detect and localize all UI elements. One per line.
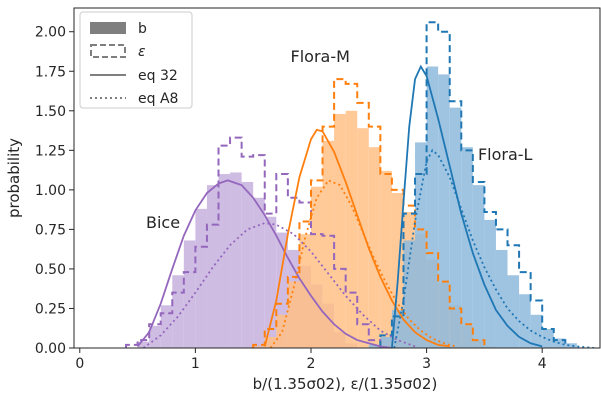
b-hist-bar bbox=[218, 174, 231, 348]
eq32-curve-2 bbox=[391, 64, 543, 348]
x-tick-label: 1 bbox=[191, 356, 200, 372]
b-hist-bar bbox=[172, 275, 184, 348]
b-hist-bar bbox=[206, 185, 219, 348]
b-hist-bar bbox=[565, 343, 577, 348]
eq32-curve-0 bbox=[136, 179, 393, 348]
y-tick-label: 1.75 bbox=[35, 64, 66, 80]
eps-step-histogram-1 bbox=[252, 78, 486, 348]
b-hist-bar bbox=[264, 216, 277, 348]
b-hist-bar bbox=[542, 329, 554, 348]
y-tick-label: 0.25 bbox=[35, 301, 66, 317]
eqA8-curve-2 bbox=[393, 148, 595, 348]
b-hist-bar bbox=[519, 294, 531, 348]
legend-swatch-eps bbox=[90, 44, 126, 58]
eq32-curve-1 bbox=[263, 128, 450, 348]
eps-step-histogram-2 bbox=[379, 21, 567, 348]
b-hist-bar bbox=[484, 219, 496, 348]
b-hist-bar bbox=[403, 240, 416, 348]
b-hist-bar bbox=[230, 172, 242, 348]
b-hist-bar bbox=[438, 74, 450, 348]
x-axis: 0 1 2 3 4 bbox=[75, 348, 547, 372]
x-tick-label: 3 bbox=[422, 356, 431, 372]
legend-label: eq 32 bbox=[138, 68, 178, 84]
b-hist-bar bbox=[195, 208, 207, 348]
b-hist-bar bbox=[345, 110, 358, 348]
legend-box bbox=[79, 11, 193, 109]
b-hist-bar bbox=[368, 147, 381, 348]
legend-label: ε bbox=[138, 44, 146, 60]
b-hist-bar bbox=[334, 113, 346, 348]
eps-step-histogram-0 bbox=[125, 136, 382, 348]
b-hist-bar bbox=[149, 325, 161, 348]
b-hist-bar bbox=[368, 344, 381, 348]
y-tick-label: 0.75 bbox=[35, 222, 66, 238]
b-hist-bar bbox=[253, 346, 265, 348]
axes-frame bbox=[73, 7, 601, 349]
legend-label: eq A8 bbox=[138, 91, 178, 107]
b-hist-bar bbox=[507, 275, 520, 348]
y-tick-label: 1.25 bbox=[35, 143, 66, 159]
b-hist-bar bbox=[253, 197, 265, 348]
b-hist-bar bbox=[264, 336, 277, 348]
annotation-label: Flora-L bbox=[478, 145, 533, 164]
annotation-label: Flora-M bbox=[291, 47, 350, 66]
y-tick-label: 0.00 bbox=[35, 341, 66, 357]
b-hist-bar bbox=[241, 181, 254, 348]
x-axis-label: b/(1.35σ02), ε/(1.35σ02) bbox=[253, 375, 438, 393]
b-hist-bar bbox=[426, 66, 439, 348]
b-hist-bar bbox=[183, 240, 196, 348]
b-hist-bar bbox=[449, 107, 462, 348]
eqA8-curve-0 bbox=[142, 222, 416, 348]
y-axis-label: probability bbox=[5, 138, 23, 218]
annotation-label: Bice bbox=[146, 213, 180, 232]
b-hist-bar bbox=[276, 232, 288, 348]
series-layer bbox=[125, 21, 595, 348]
y-tick-label: 2.00 bbox=[35, 25, 66, 41]
b-hist-bar bbox=[415, 142, 427, 348]
y-tick-label: 0.50 bbox=[35, 262, 66, 278]
legend-swatch-b bbox=[90, 22, 126, 34]
b-hist-bar bbox=[380, 170, 392, 348]
x-tick-label: 2 bbox=[307, 356, 316, 372]
b-hist-bar bbox=[137, 341, 150, 348]
plot-area bbox=[73, 7, 601, 349]
b-hist-bar bbox=[461, 147, 473, 348]
x-tick-label: 4 bbox=[538, 356, 547, 372]
b-hist-bar bbox=[495, 249, 508, 348]
legend-label: b bbox=[138, 21, 147, 37]
y-axis: 0.00 0.25 0.50 0.75 1.00 1.25 1.50 1.75 2.00 bbox=[35, 25, 74, 357]
b-hist-bar bbox=[391, 310, 404, 348]
b-hist-bar bbox=[287, 281, 300, 348]
b-hist-bar bbox=[380, 336, 392, 348]
annotations: Bice Flora-M Flora-L bbox=[146, 47, 533, 232]
b-hist-bar bbox=[530, 314, 543, 348]
b-hist-bar bbox=[299, 234, 311, 348]
x-tick-label: 0 bbox=[75, 356, 84, 372]
b-hist-bar bbox=[160, 305, 173, 348]
b-hist-bar bbox=[357, 128, 369, 348]
legend: bε eq 32 eq A8 bbox=[79, 11, 193, 109]
y-tick-label: 1.50 bbox=[35, 104, 66, 120]
b-hist-bar bbox=[310, 186, 323, 348]
b-hist-bar bbox=[322, 140, 335, 348]
y-tick-label: 1.00 bbox=[35, 183, 66, 199]
